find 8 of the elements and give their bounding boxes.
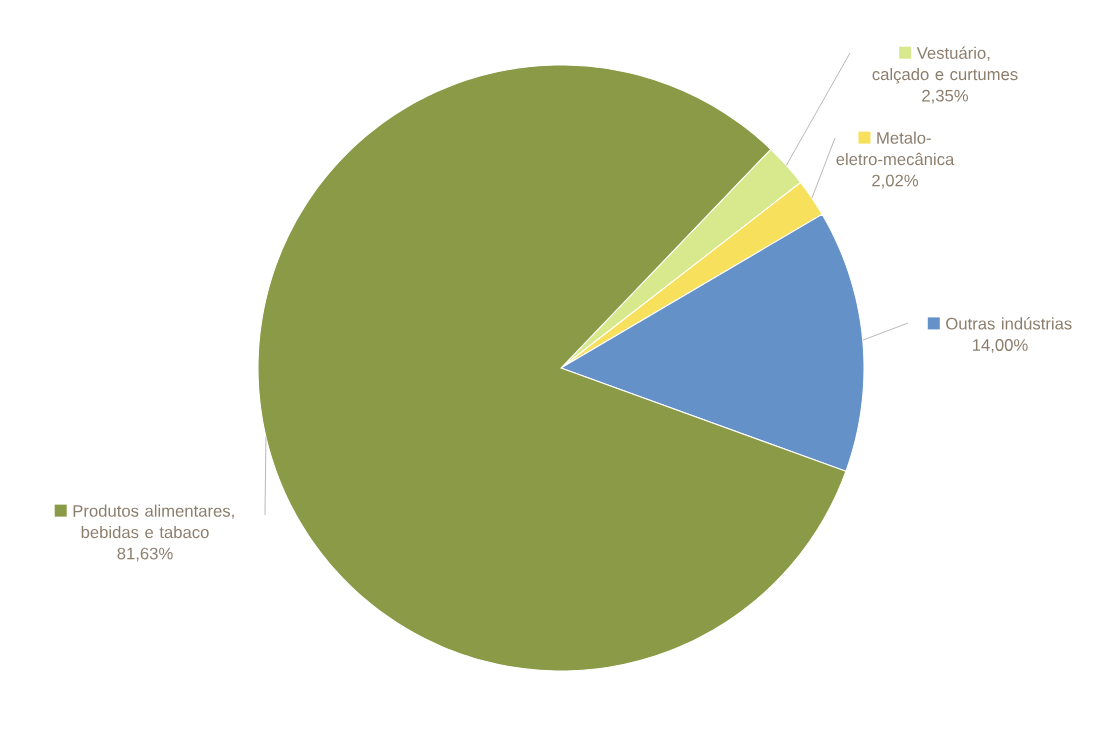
data-label: 2,35% [922, 89, 969, 104]
data-label: 2,02% [872, 174, 919, 189]
data-label: 81,63% [117, 547, 173, 562]
legend-label: Produtos alimentares, bebidas e tabaco [73, 504, 234, 539]
legend-label: Vestuário, calçado e curtumes [872, 46, 1018, 84]
legend-label: Metalo-eletro-mecânica [836, 131, 955, 166]
legend-label: Outras indústrias [946, 317, 1072, 330]
data-label: 14,00% [973, 339, 1028, 353]
